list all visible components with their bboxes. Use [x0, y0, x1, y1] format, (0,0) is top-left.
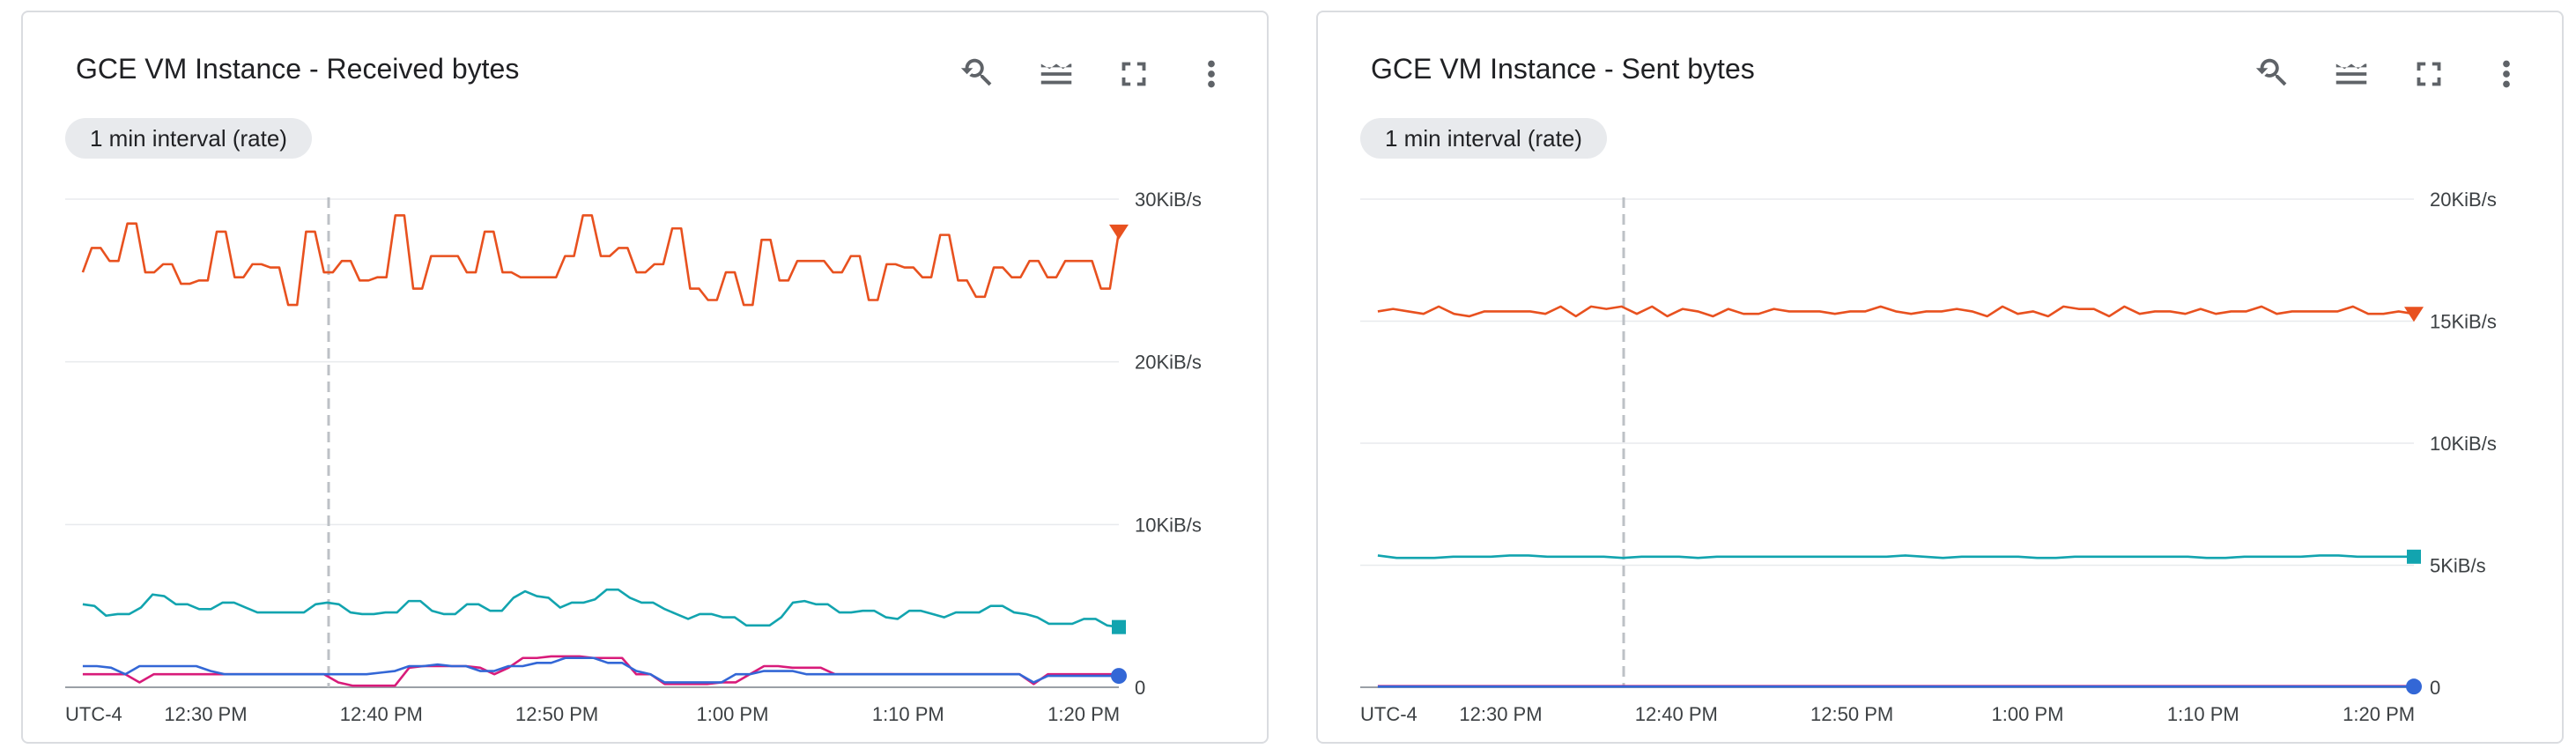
legend-toggle-icon[interactable]: [1034, 53, 1078, 95]
y-tick-label: 10KiB/s: [1135, 514, 1202, 536]
series-line: [82, 588, 1120, 628]
series-end-marker: [2404, 307, 2424, 322]
y-tick-label: 10KiB/s: [2430, 433, 2497, 455]
y-tick-label: 0: [2430, 677, 2440, 699]
x-tick-label: 1:20 PM: [2343, 703, 2415, 725]
interval-chip[interactable]: 1 min interval (rate): [65, 118, 312, 159]
line-chart-sent-bytes: 0 5KiB/s 10KiB/s 15KiB/s 20KiB/s UTC-4 12:30 P…: [1360, 189, 2497, 725]
series-end-marker: [2406, 678, 2422, 695]
chart-title: GCE VM Instance - Received bytes: [76, 53, 520, 85]
timezone-label: UTC-4: [1360, 703, 1418, 725]
chart-toolbar: [957, 53, 1233, 95]
y-tick-label: 5KiB/s: [2430, 555, 2486, 577]
timezone-label: UTC-4: [65, 703, 122, 725]
x-tick-label: 12:40 PM: [340, 703, 423, 725]
series-end-marker: [1109, 224, 1129, 240]
more-vert-icon[interactable]: [2484, 53, 2528, 95]
x-tick-label: 1:10 PM: [872, 703, 944, 725]
interval-chip[interactable]: 1 min interval (rate): [1360, 118, 1607, 159]
zoom-reset-icon[interactable]: [957, 53, 1001, 95]
series-line: [1377, 305, 2415, 318]
y-tick-label: 30KiB/s: [1135, 189, 1202, 211]
fullscreen-icon[interactable]: [1112, 53, 1156, 95]
zoom-reset-icon[interactable]: [2252, 53, 2296, 95]
more-vert-icon[interactable]: [1189, 53, 1233, 95]
x-tick-label: 1:10 PM: [2167, 703, 2239, 725]
series-line: [1377, 554, 2414, 560]
x-tick-label: 12:30 PM: [164, 703, 247, 725]
x-tick-label: 12:50 PM: [1810, 703, 1893, 725]
series-line: [81, 214, 1121, 307]
legend-toggle-icon[interactable]: [2329, 53, 2373, 95]
series-line: [82, 656, 1119, 684]
chart-toolbar: [2252, 53, 2528, 95]
x-tick-label: 1:20 PM: [1047, 703, 1120, 725]
line-chart-received-bytes: 0 10KiB/s 20KiB/s 30KiB/s UTC-4 12:30 PM 12:40…: [65, 189, 1202, 725]
series-end-marker: [1111, 668, 1127, 685]
series-end-marker: [2407, 549, 2421, 564]
y-tick-label: 20KiB/s: [1135, 352, 1202, 374]
chart-card-sent-bytes: GCE VM Instance - Sent bytes 1 min inter…: [1316, 11, 2564, 744]
chart-title: GCE VM Instance - Sent bytes: [1371, 53, 1755, 85]
y-tick-label: 15KiB/s: [2430, 311, 2497, 333]
x-tick-label: 12:50 PM: [515, 703, 598, 725]
chart-card-received-bytes: GCE VM Instance - Received bytes 1 min i…: [21, 11, 1269, 744]
y-tick-label: 0: [1135, 677, 1145, 699]
x-tick-label: 1:00 PM: [696, 703, 768, 725]
x-tick-label: 12:40 PM: [1635, 703, 1718, 725]
series-end-marker: [1112, 619, 1126, 634]
x-tick-label: 12:30 PM: [1459, 703, 1542, 725]
y-tick-label: 20KiB/s: [2430, 189, 2497, 211]
fullscreen-icon[interactable]: [2407, 53, 2451, 95]
x-tick-label: 1:00 PM: [1991, 703, 2063, 725]
